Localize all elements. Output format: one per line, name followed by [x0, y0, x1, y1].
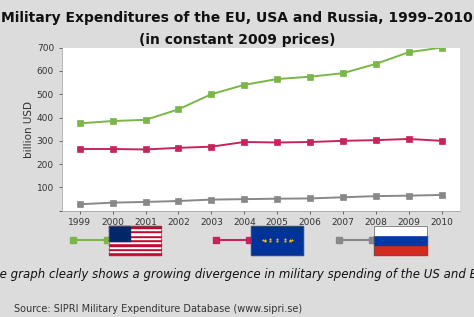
- Text: The graph clearly shows a growing divergence in military spending of the US and : The graph clearly shows a growing diverg…: [0, 268, 474, 281]
- Bar: [109, 226, 161, 255]
- Bar: [251, 226, 303, 255]
- Text: Source: SIPRI Military Expenditure Database (www.sipri.se): Source: SIPRI Military Expenditure Datab…: [14, 304, 302, 314]
- Bar: [374, 226, 427, 235]
- Text: (in constant 2009 prices): (in constant 2009 prices): [139, 33, 335, 47]
- Bar: [251, 226, 303, 255]
- Bar: [374, 245, 427, 255]
- Bar: [109, 228, 161, 230]
- Bar: [109, 243, 161, 246]
- Bar: [374, 226, 427, 255]
- Bar: [109, 226, 130, 241]
- Bar: [109, 237, 161, 239]
- Bar: [109, 226, 161, 228]
- Bar: [109, 252, 161, 255]
- Bar: [109, 235, 161, 237]
- Text: Military Expenditures of the EU, USA and Russia, 1999–2010: Military Expenditures of the EU, USA and…: [1, 11, 473, 25]
- Bar: [109, 239, 161, 241]
- Bar: [109, 232, 161, 235]
- Bar: [109, 248, 161, 250]
- Bar: [109, 241, 161, 243]
- Bar: [109, 246, 161, 248]
- Y-axis label: billion USD: billion USD: [24, 101, 34, 158]
- Bar: [109, 230, 161, 232]
- Bar: [374, 235, 427, 245]
- Bar: [109, 250, 161, 252]
